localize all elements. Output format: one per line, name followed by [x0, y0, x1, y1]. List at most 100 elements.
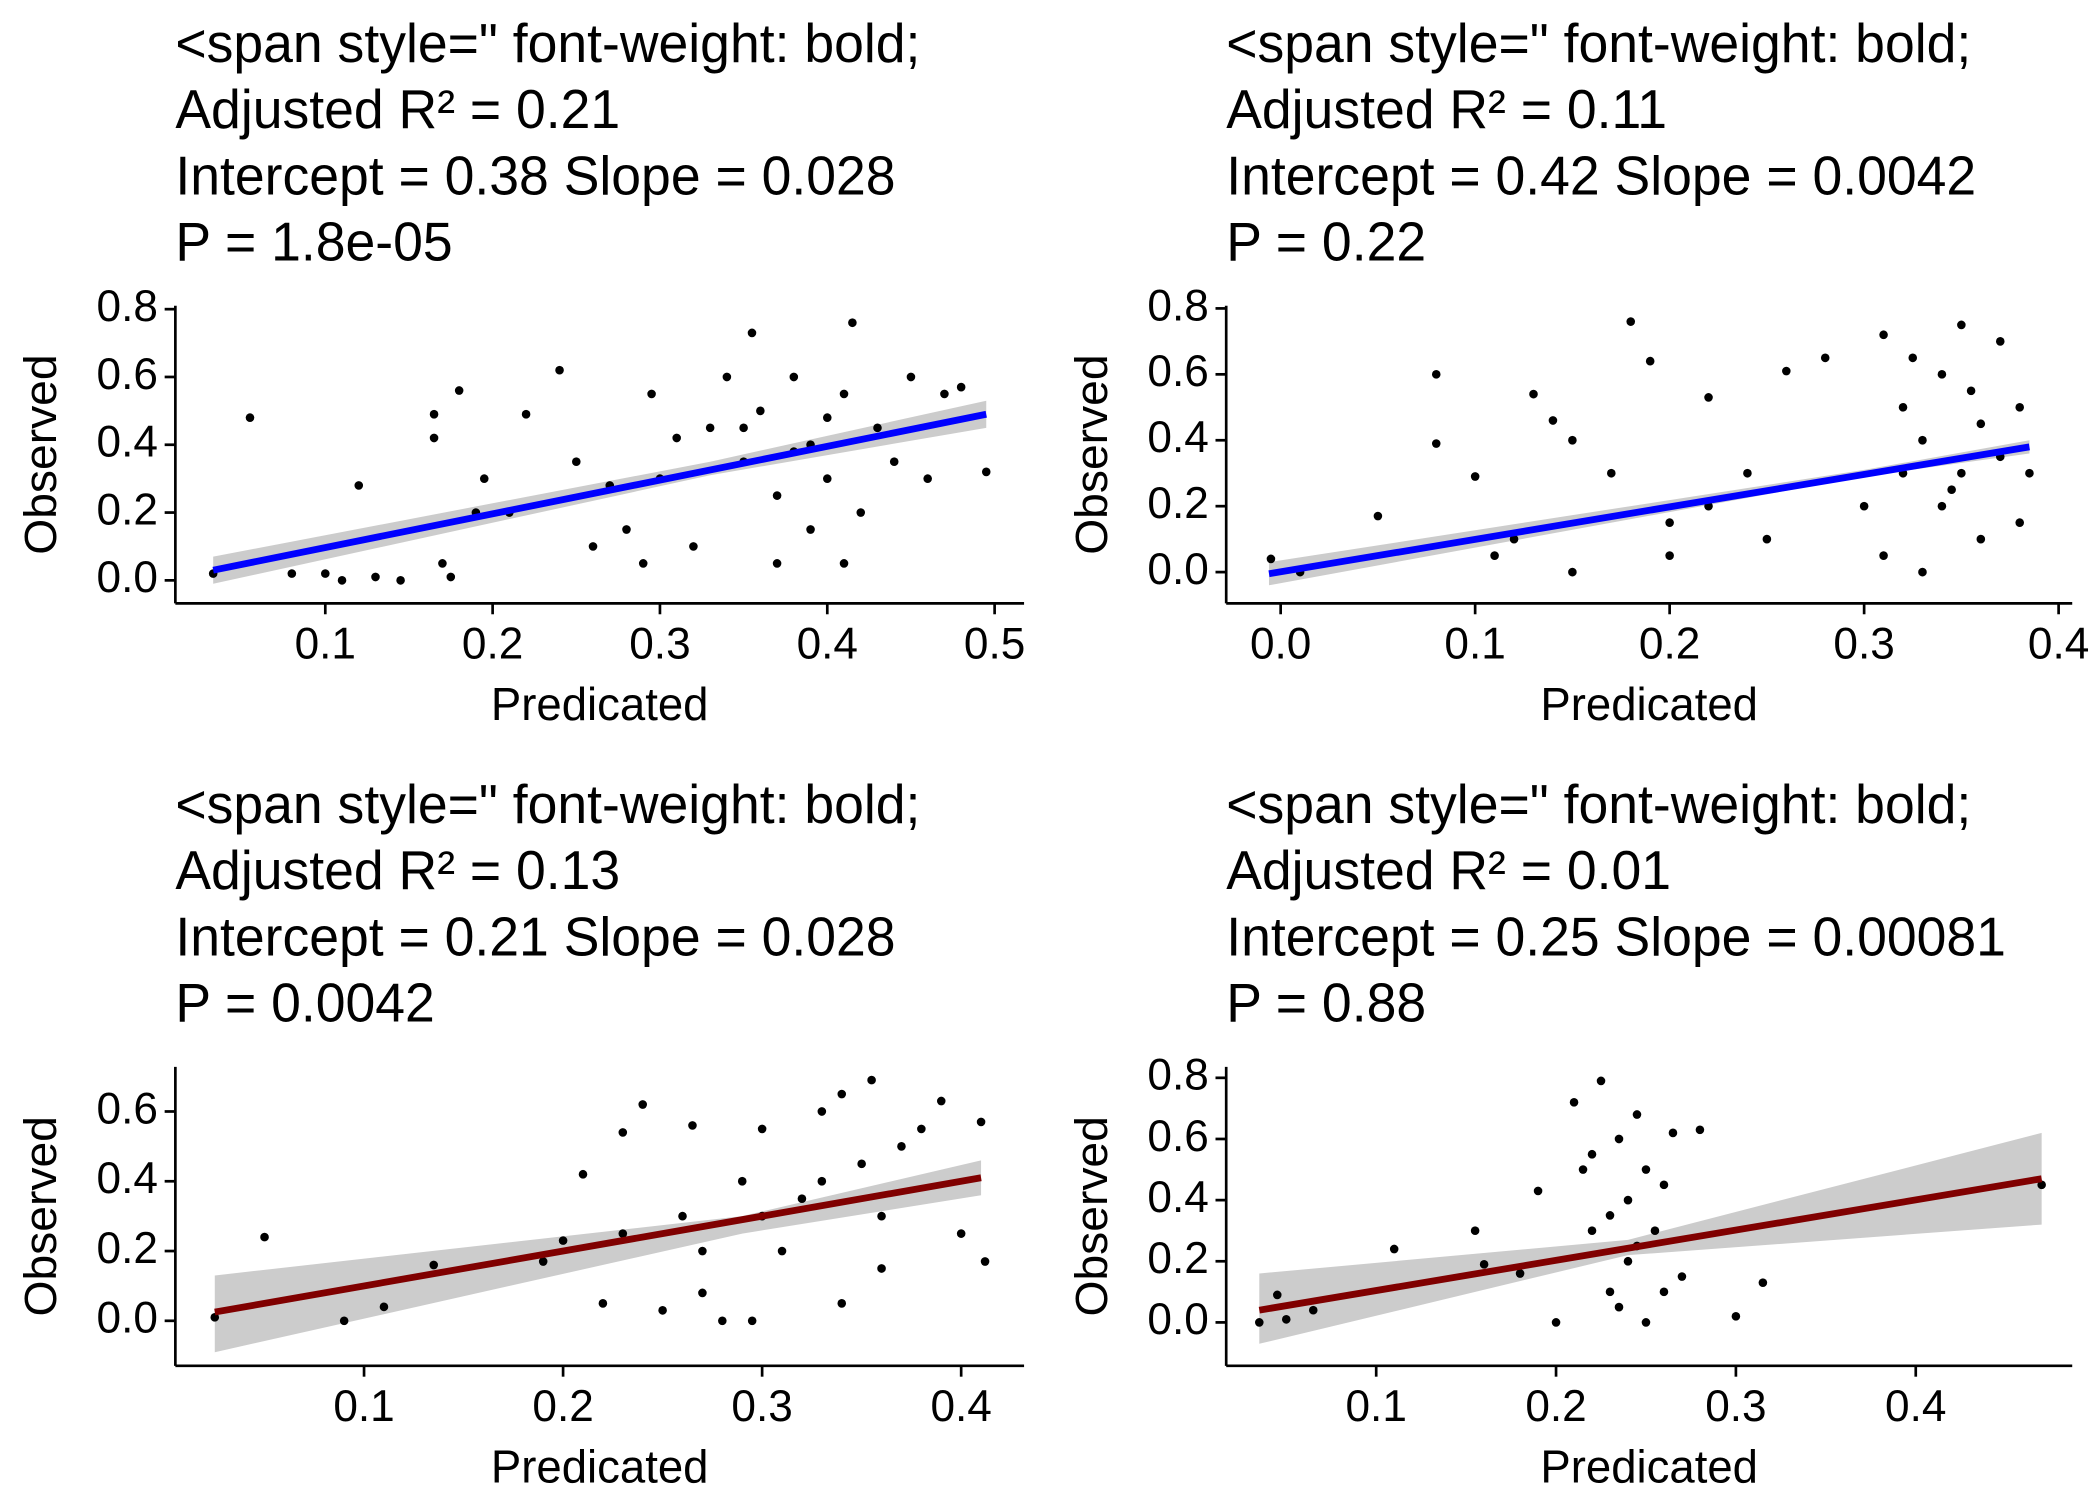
x-tick-label: 0.2 [1525, 1382, 1586, 1431]
data-point [1665, 518, 1674, 528]
data-point [429, 433, 439, 443]
data-point [337, 576, 347, 585]
panel-title: Adjusted R² = 0.13 [175, 841, 620, 901]
data-point [1758, 1278, 1768, 1288]
data-point [396, 576, 405, 585]
data-point [572, 457, 581, 467]
data-point [555, 365, 564, 375]
data-point [558, 1236, 568, 1245]
y-tick-label: 0.0 [1147, 545, 1208, 594]
data-point [1937, 501, 1947, 511]
data-point [737, 1176, 747, 1186]
data-point [1626, 317, 1636, 326]
y-tick-label: 0.2 [97, 1224, 158, 1273]
y-axis-label: Observed [15, 1116, 67, 1316]
data-point [923, 474, 932, 484]
data-point [1782, 366, 1791, 376]
data-point [867, 1075, 876, 1085]
y-tick-label: 0.8 [97, 282, 158, 331]
data-point [789, 372, 799, 382]
data-point [877, 1264, 886, 1273]
data-point [1879, 330, 1888, 340]
data-point [936, 1096, 946, 1106]
panel-title: Intercept = 0.21 Slope = 0.028 [175, 907, 895, 967]
data-point [823, 474, 832, 484]
data-point [1908, 353, 1918, 363]
panel: <span style=" font-weight: bold;Adjusted… [15, 14, 1026, 731]
data-point [1976, 534, 1986, 544]
data-point [1995, 337, 2005, 346]
y-axis-label: Observed [1065, 1116, 1117, 1316]
data-point [1632, 1110, 1642, 1119]
data-point [260, 1232, 269, 1242]
data-point [1918, 435, 1927, 445]
data-point [658, 1305, 667, 1315]
data-point [1281, 1314, 1291, 1324]
x-tick-label: 0.3 [629, 619, 690, 668]
x-tick-label: 0.1 [295, 619, 356, 668]
data-point [797, 1194, 807, 1204]
data-point [856, 508, 866, 517]
panel-title: <span style=" font-weight: bold; [1226, 775, 1971, 835]
x-tick-label: 0.1 [333, 1382, 394, 1431]
fit-line [1258, 1175, 2043, 1314]
data-point [479, 474, 489, 484]
data-point [756, 406, 765, 416]
x-tick-label: 0.2 [462, 619, 523, 668]
data-point [718, 1316, 727, 1326]
data-point [354, 481, 364, 490]
data-point [1470, 472, 1480, 481]
data-point [1605, 1211, 1615, 1220]
data-point [739, 423, 748, 433]
data-point [1569, 1097, 1579, 1107]
data-point [698, 1288, 707, 1298]
panel: <span style=" font-weight: bold;Adjusted… [15, 775, 1025, 1493]
data-point [1614, 1302, 1624, 1312]
data-point [1645, 356, 1655, 366]
data-point [638, 1100, 647, 1109]
data-point [1659, 1180, 1669, 1190]
data-point [647, 389, 656, 399]
data-point [747, 1316, 757, 1326]
data-point [678, 1211, 687, 1221]
data-point [618, 1128, 628, 1137]
data-point [1641, 1165, 1651, 1174]
data-point [817, 1176, 827, 1186]
x-tick-label: 0.5 [964, 619, 1025, 668]
y-axis-label: Observed [1065, 354, 1117, 554]
x-tick-label: 0.2 [532, 1382, 593, 1431]
data-point [757, 1124, 767, 1134]
data-point [1704, 393, 1713, 402]
panel-title: Adjusted R² = 0.01 [1226, 841, 1671, 901]
confidence-band [214, 1160, 982, 1353]
data-point [2015, 518, 2024, 528]
data-point [429, 1260, 438, 1270]
y-tick-label: 0.4 [97, 1154, 158, 1203]
y-tick-label: 0.6 [1147, 1112, 1208, 1161]
y-tick-label: 0.4 [1147, 1173, 1208, 1222]
data-point [339, 1316, 349, 1326]
data-point [839, 559, 849, 568]
data-point [1731, 1311, 1741, 1321]
panel-title: P = 0.0042 [175, 973, 434, 1033]
data-point [1898, 402, 1908, 412]
data-point [1568, 435, 1577, 445]
panel-title: P = 1.8e-05 [175, 212, 452, 272]
y-tick-label: 0.2 [1147, 1234, 1208, 1283]
x-axis-label: Predicated [1540, 1440, 1758, 1492]
panel-title: P = 0.22 [1226, 212, 1426, 272]
panel-title: P = 0.88 [1226, 973, 1426, 1033]
data-point [1470, 1226, 1480, 1236]
data-point [1879, 551, 1888, 560]
y-tick-label: 0.2 [1147, 479, 1208, 528]
data-point [980, 1257, 990, 1266]
data-point [454, 386, 464, 395]
data-point [981, 467, 991, 477]
data-point [837, 1299, 847, 1308]
data-point [618, 1229, 628, 1238]
data-point [848, 318, 857, 328]
data-point [917, 1124, 926, 1134]
data-point [438, 559, 447, 568]
data-point [1431, 439, 1441, 448]
data-point [857, 1159, 866, 1169]
